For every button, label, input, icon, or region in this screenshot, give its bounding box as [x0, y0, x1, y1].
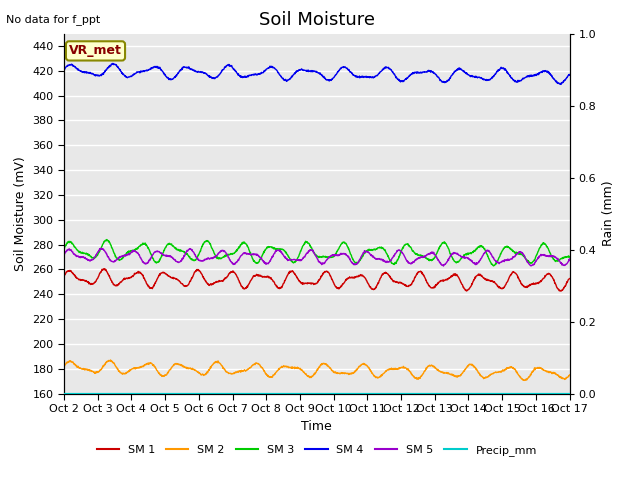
Legend: SM 1, SM 2, SM 3, SM 4, SM 5, Precip_mm: SM 1, SM 2, SM 3, SM 4, SM 5, Precip_mm	[92, 440, 541, 460]
X-axis label: Time: Time	[301, 420, 332, 432]
Text: VR_met: VR_met	[69, 44, 122, 58]
Y-axis label: Soil Moisture (mV): Soil Moisture (mV)	[14, 156, 27, 271]
Title: Soil Moisture: Soil Moisture	[259, 11, 375, 29]
Y-axis label: Rain (mm): Rain (mm)	[602, 181, 615, 246]
Text: No data for f_ppt: No data for f_ppt	[6, 14, 100, 25]
